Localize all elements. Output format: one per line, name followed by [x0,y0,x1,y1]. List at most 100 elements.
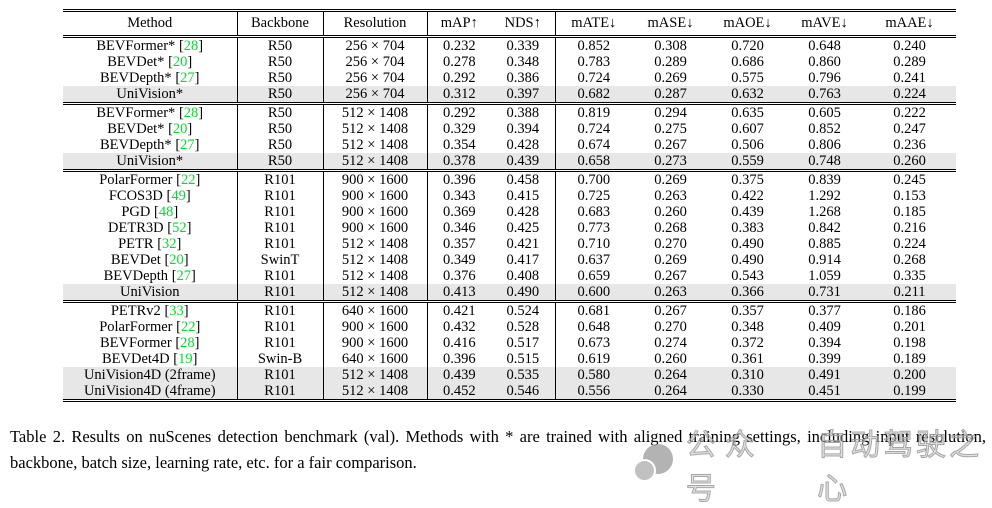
metric-value-cell: 0.773 [554,220,632,236]
metric-value-cell: 0.860 [808,54,841,70]
citation-link[interactable]: 20 [172,54,188,70]
resolution-cell: 256 × 704 [322,54,427,70]
citation-link[interactable]: 19 [178,351,193,367]
metric-value-cell: 0.346 [426,220,491,236]
metric-value-cell: 0.264 [654,367,687,383]
metric-value-cell: 0.348 [506,54,540,70]
metric-value-cell: 0.600 [554,284,632,302]
method-name: PolarFormer [99,319,173,335]
metric-value-cell: 0.673 [554,335,632,351]
metric-value-cell: 0.635 [731,105,764,121]
method-name: BEVDet* [107,121,165,137]
metric-value-cell: 0.783 [554,54,632,70]
citation-link[interactable]: 22 [180,319,196,335]
metric-value-cell: 0.312 [426,86,491,104]
metric-value-cell: 0.267 [654,137,687,153]
metric-value-cell: 0.275 [654,121,687,137]
metric-value-cell: 0.607 [731,121,764,137]
citation-link[interactable]: 33 [169,303,184,319]
metric-value-cell: 0.428 [506,204,540,220]
citation-link[interactable]: 28 [183,38,199,54]
backbone-cell: R50 [236,153,323,171]
citation-link[interactable]: 27 [180,70,195,86]
backbone-cell: R50 [236,36,323,54]
citation-link[interactable]: 20 [172,121,188,137]
method-cell: PolarFormer [22] [99,172,201,188]
column-header-mate: mATE↓ [554,10,632,37]
metric-value-cell: 0.388 [506,105,540,121]
metric-value-cell: 0.232 [426,36,491,54]
backbone-cell: R50 [236,121,323,137]
metric-value-cell: 0.185 [893,204,926,220]
metric-value-cell: 0.260 [893,153,926,169]
metric-value-cell: 0.189 [893,351,926,367]
resolution-cell: 256 × 704 [322,86,427,104]
metric-value-cell: 0.383 [731,220,764,236]
metric-value-cell: 0.575 [731,70,764,86]
resolution-cell: 512 × 1408 [322,103,427,121]
metric-value-cell: 0.264 [654,383,687,399]
metric-value-cell: 0.263 [654,188,687,204]
metric-value-cell: 0.198 [893,335,926,351]
method-name: PETRv2 [110,303,161,319]
backbone-cell: R101 [236,236,323,252]
method-name: BEVDet4D [102,351,170,367]
metric-value-cell: 0.224 [893,236,926,252]
citation-link[interactable]: 27 [176,268,192,284]
method-name: BEVFormer* [96,38,176,54]
method-cell: UniVision [63,284,237,302]
metric-value-cell: 0.839 [808,172,841,188]
citation-link[interactable]: 49 [171,188,186,204]
table-row: BEVDepth [27] R101 512 × 1408 0.376 0.408 0.6… [63,268,956,284]
metric-value-cell: 0.349 [426,252,491,268]
metric-value-cell: 0.683 [554,204,632,220]
method-cell: DETR3D [52] [108,220,192,236]
method-name: BEVFormer* [96,105,176,121]
metric-value-cell: 0.648 [808,38,841,54]
method-name: PETR [118,236,154,252]
table-row: BEVDet [20] SwinT 512 × 1408 0.349 0.417 0.63… [63,252,956,268]
metric-value-cell: 0.458 [506,172,540,188]
method-cell: UniVision* [63,86,237,104]
table-row: PETR [32] R101 512 × 1408 0.357 0.421 0.710 0.… [63,236,956,252]
method-cell: BEVDepth* [27] [100,70,200,86]
metric-value-cell: 0.648 [554,319,632,335]
table-row: BEVFormer [28] R101 900 × 1600 0.416 0.517 0.… [63,335,956,351]
column-header-map: mAP↑ [426,10,491,37]
resolution-cell: 512 × 1408 [322,268,427,284]
metric-value-cell: 0.294 [654,105,687,121]
metric-value-cell: 0.236 [893,137,926,153]
metric-value-cell: 0.700 [554,170,632,188]
column-header-maae: mAAE↓ [885,15,934,31]
citation-link[interactable]: 28 [183,105,199,121]
metric-value-cell: 0.415 [506,188,540,204]
header-row: Method Backbone Resolution mAP↑ NDS↑ mATE↓ mAS… [63,10,956,37]
citation-link[interactable]: 48 [158,204,174,220]
citation-link[interactable]: 28 [180,335,195,351]
method-name: BEVDepth [103,268,169,284]
backbone-cell: R101 [236,268,323,284]
metric-value-cell: 0.852 [808,121,841,137]
metric-value-cell: 0.397 [506,86,540,102]
metric-value-cell: 0.452 [426,383,491,401]
backbone-cell: R101 [236,319,323,335]
citation-link[interactable]: 32 [162,236,177,252]
metric-value-cell: 0.432 [426,319,491,335]
metric-value-cell: 0.376 [426,268,491,284]
citation-link[interactable]: 20 [169,252,184,268]
method-cell: BEVFormer* [28] [96,38,204,54]
metric-value-cell: 0.273 [654,153,687,169]
table-header: Method Backbone Resolution mAP↑ NDS↑ mATE↓ mAS… [63,10,956,37]
column-header-resolution: Resolution [322,10,427,37]
metric-value-cell: 0.421 [506,236,540,252]
citation-link[interactable]: 52 [172,220,187,236]
citation-link[interactable]: 27 [180,137,195,153]
method-name: BEVDet [110,252,161,268]
method-name: PolarFormer [99,172,173,188]
citation-link[interactable]: 22 [180,172,196,188]
metric-value-cell: 0.528 [506,319,540,335]
metric-value-cell: 0.632 [731,86,764,102]
metric-value-cell: 0.263 [654,284,687,300]
table-row: FCOS3D [49] R101 900 × 1600 0.343 0.415 0.725… [63,188,956,204]
method-name: UniVision* [116,86,184,102]
